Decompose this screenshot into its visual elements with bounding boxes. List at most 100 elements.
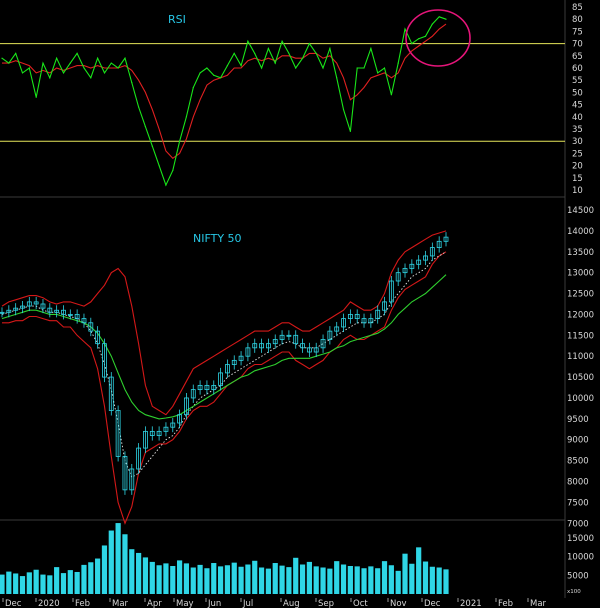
rsi-point <box>274 62 276 64</box>
moving-average-line <box>1 274 447 420</box>
rsi-point <box>117 67 119 69</box>
rsi-point <box>315 52 317 55</box>
price-candle <box>88 322 94 332</box>
rsi-point <box>192 86 194 89</box>
volume-bar <box>313 566 319 594</box>
price-candle <box>102 343 107 378</box>
x-tick-label: Feb <box>75 599 90 608</box>
rsi-point <box>295 67 297 69</box>
volume-bar <box>33 569 39 594</box>
volume-bar <box>60 573 67 594</box>
rsi-point <box>172 169 174 172</box>
volume-bar <box>115 523 121 594</box>
x-tick-label: May <box>176 599 194 608</box>
rsi-y-tick: 60 <box>572 64 583 74</box>
volume-bar <box>409 563 415 594</box>
rsi-point <box>349 130 351 132</box>
price-candle <box>354 314 360 320</box>
volume-bar <box>320 567 326 594</box>
x-tick-label: Oct <box>353 599 368 608</box>
price-candle <box>115 410 121 457</box>
price-candle <box>6 309 12 313</box>
x-tick-label: Feb <box>498 599 513 608</box>
price-y-tick: 12000 <box>567 310 594 320</box>
volume-bar <box>340 564 347 594</box>
price-candle <box>47 307 53 313</box>
rsi-point <box>103 72 106 74</box>
volume-bar <box>88 562 94 594</box>
volume-bar <box>211 563 217 594</box>
price-candle <box>204 385 210 391</box>
volume-y-tick: 5000 <box>567 571 589 581</box>
x-tick-label: Apr <box>147 599 162 608</box>
price-candle <box>211 385 217 391</box>
price-candle <box>40 303 46 309</box>
volume-bar <box>306 561 312 594</box>
price-y-tick: 7000 <box>567 519 589 529</box>
price-candle <box>13 307 19 311</box>
price-candle <box>26 301 32 307</box>
rsi-point <box>131 82 133 84</box>
volume-bar <box>443 569 449 594</box>
rsi-point <box>124 57 126 59</box>
rsi-point <box>267 47 269 50</box>
volume-bar <box>272 563 278 594</box>
volume-bar <box>101 545 108 594</box>
rsi-panel <box>0 9 565 187</box>
price-candle <box>423 255 428 261</box>
price-y-tick: 10000 <box>567 394 594 404</box>
volume-bar <box>286 567 292 594</box>
volume-bar <box>361 568 367 594</box>
price-candle <box>259 343 264 349</box>
x-tick-label: Jul <box>242 599 253 608</box>
volume-bar <box>177 560 183 594</box>
rsi-y-tick: 50 <box>572 88 583 98</box>
rsi-point <box>110 62 112 64</box>
price-y-tick: 14000 <box>567 227 594 237</box>
volume-bar <box>81 564 87 594</box>
price-candle <box>136 447 142 470</box>
rsi-point <box>308 43 310 45</box>
price-candle <box>197 385 203 391</box>
price-candle <box>163 426 169 432</box>
volume-bar <box>149 561 155 594</box>
rsi-point <box>62 72 65 74</box>
price-candle <box>67 314 73 316</box>
price-candle <box>265 343 271 349</box>
price-candle <box>129 468 135 491</box>
price-y-tick: 7500 <box>567 498 589 508</box>
volume-bar <box>129 549 135 594</box>
volume-bar <box>381 561 388 594</box>
price-candle <box>286 334 292 337</box>
price-candle <box>122 456 128 491</box>
rsi-point <box>356 67 358 69</box>
price-candle <box>347 314 353 320</box>
volume-bar <box>170 566 176 594</box>
rsi-signal-line <box>2 23 447 160</box>
price-candle <box>443 236 449 242</box>
price-candle <box>74 314 80 320</box>
volume-bar <box>436 567 442 594</box>
volume-bar <box>258 567 265 594</box>
rsi-point <box>254 52 256 55</box>
volume-bar <box>299 564 306 594</box>
volume-bar <box>67 570 73 594</box>
volume-bar <box>395 570 401 594</box>
volume-bar <box>224 565 231 594</box>
rsi-y-tick: 10 <box>572 186 583 196</box>
rsi-point <box>226 65 228 67</box>
rsi-y-tick: 30 <box>572 137 583 147</box>
volume-bar <box>54 567 60 594</box>
rsi-point <box>288 52 290 55</box>
rsi-point <box>445 18 447 20</box>
price-candle <box>231 359 237 365</box>
price-candle <box>436 240 442 248</box>
rsi-y-tick: 20 <box>572 162 583 172</box>
price-candle <box>33 301 39 305</box>
volume-bar <box>136 552 142 594</box>
rsi-y-tick: 35 <box>572 125 583 135</box>
volume-bar <box>334 561 340 594</box>
rsi-point <box>233 52 235 55</box>
price-candle <box>184 397 189 416</box>
x-tick-label: 2021 <box>460 599 482 608</box>
